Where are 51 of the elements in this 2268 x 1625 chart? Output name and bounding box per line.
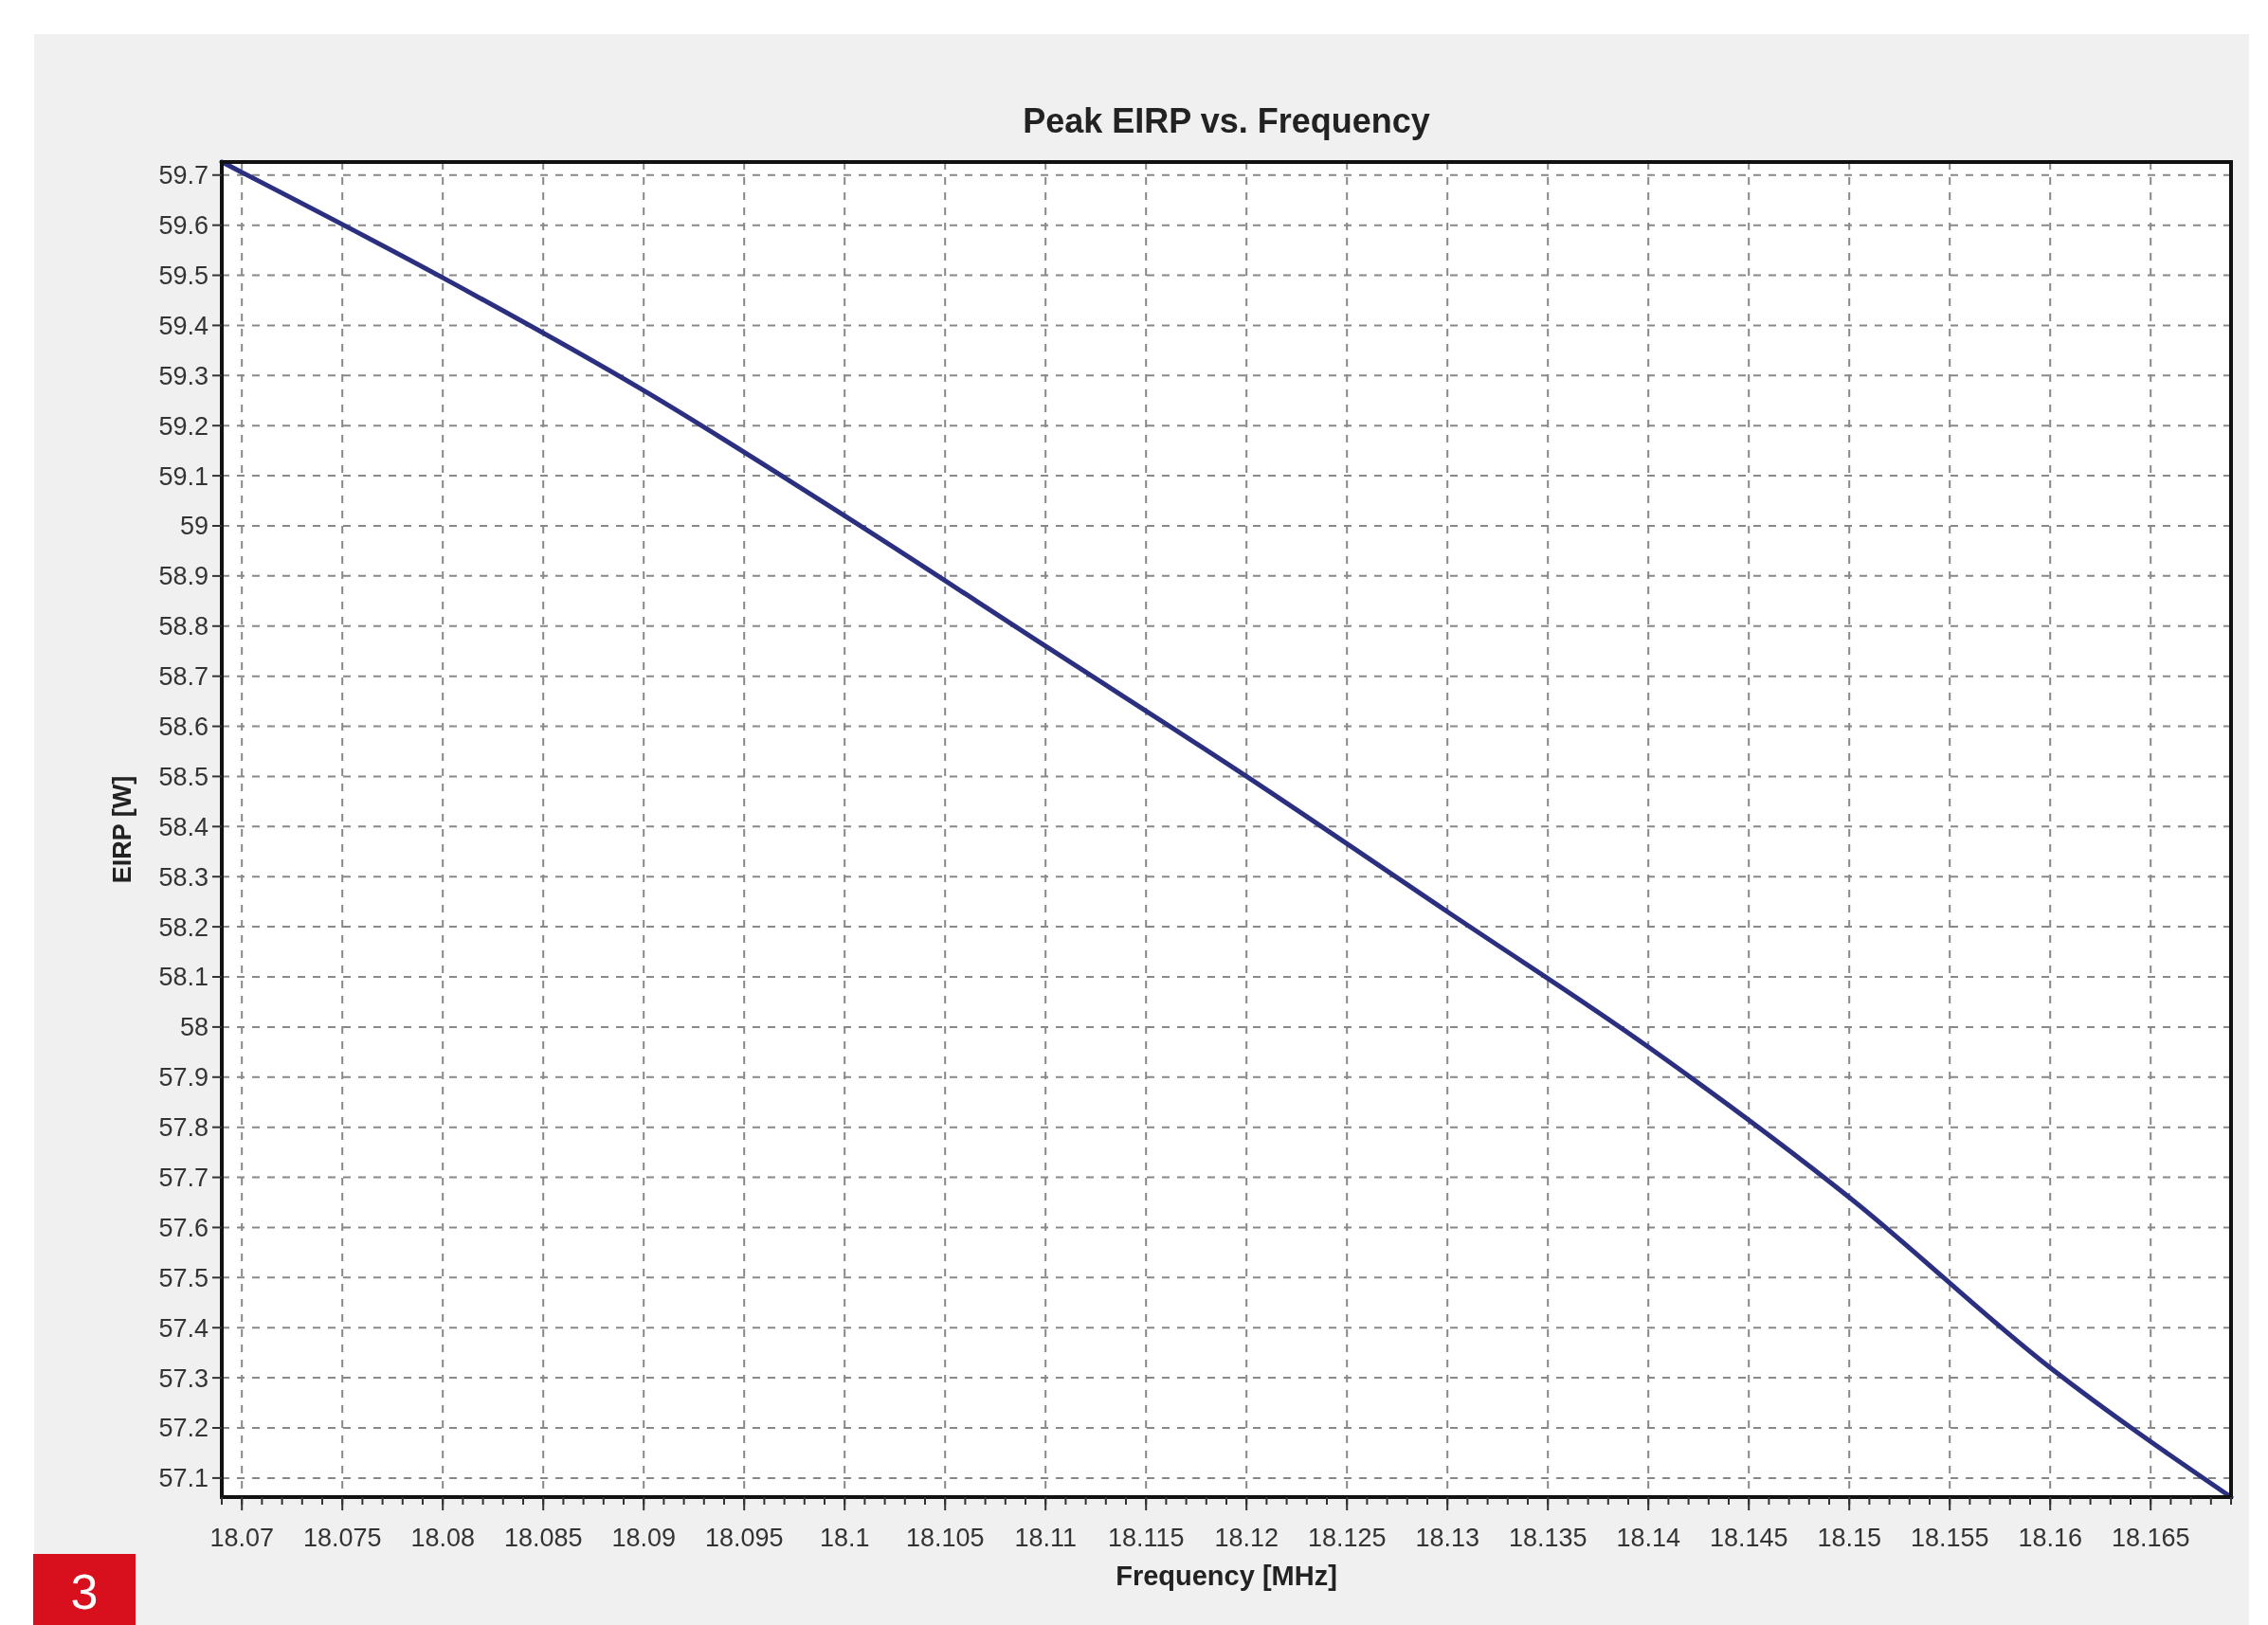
x-tick-label: 18.08 [410,1524,475,1552]
y-tick-label: 57.1 [158,1464,209,1493]
x-tick-label: 18.095 [704,1524,784,1552]
y-tick-label: 57.4 [158,1313,209,1343]
y-tick-label: 58.1 [158,963,209,992]
y-tick-label: 58.5 [158,762,209,791]
x-tick-label: 18.135 [1508,1524,1588,1552]
x-tick-label: 18.145 [1709,1524,1788,1552]
x-tick-label: 18.15 [1817,1524,1881,1552]
y-tick-label: 58.3 [158,862,209,892]
y-tick-label: 58 [179,1013,209,1042]
y-tick-label: 58.4 [158,812,209,841]
x-tick-label: 18.105 [905,1524,985,1552]
x-tick-label: 18.125 [1307,1524,1387,1552]
y-tick-label: 57.9 [158,1063,209,1092]
y-tick-label: 59.2 [158,411,209,441]
x-tick-label: 18.12 [1214,1524,1279,1552]
y-tick-label: 59.6 [158,211,209,241]
y-tick-label: 59.1 [158,461,209,491]
y-tick-label: 57.2 [158,1414,209,1443]
y-tick-label: 58.9 [158,562,209,591]
x-tick-label: 18.07 [209,1524,274,1552]
text: 3 [70,1564,99,1619]
x-tick-label: 18.14 [1616,1524,1680,1552]
y-tick-label: 59.5 [158,261,209,290]
chart-title: Peak EIRP vs. Frequency [1023,101,1430,140]
x-tick-label: 18.075 [302,1524,382,1552]
y-tick-label: 57.7 [158,1164,209,1193]
y-tick-label: 59.3 [158,361,209,390]
x-tick-label: 18.16 [2018,1524,2082,1552]
y-tick-label: 58.2 [158,912,209,942]
x-tick-label: 18.155 [1910,1524,1989,1552]
x-tick-label: 18.085 [503,1524,583,1552]
y-tick-label: 57.6 [158,1213,209,1242]
y-tick-label: 58.7 [158,662,209,692]
y-tick-label: 59.4 [158,311,209,340]
x-tick-label: 18.1 [819,1524,870,1552]
x-tick-label: 18.115 [1107,1524,1185,1552]
x-tick-label: 18.165 [2111,1524,2190,1552]
y-tick-label: 58.8 [158,612,209,641]
x-tick-label: 18.11 [1014,1524,1077,1552]
y-tick-label: 59 [179,512,209,541]
y-tick-label: 57.5 [158,1263,209,1292]
y-axis-title: EIRP [W] [108,775,136,884]
x-tick-label: 18.09 [611,1524,676,1552]
y-tick-label: 58.6 [158,713,209,741]
y-tick-label: 57.3 [158,1363,209,1393]
y-tick-label: 57.8 [158,1113,209,1143]
x-axis-title: Frequency [MHz] [1116,1561,1337,1591]
x-tick-label: 18.13 [1415,1524,1479,1552]
y-tick-label: 59.7 [158,161,209,190]
